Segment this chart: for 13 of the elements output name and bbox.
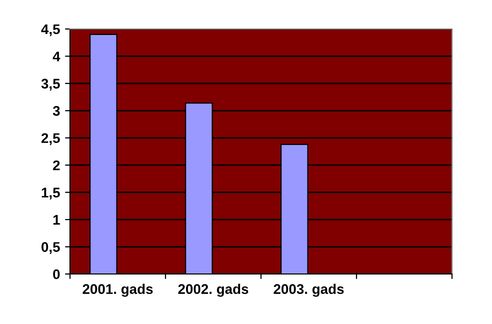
x-tick-label: 2003. gads <box>274 284 344 297</box>
x-tick-label: 2002. gads <box>178 284 248 297</box>
y-tick-label: 1,5 <box>42 188 60 200</box>
y-tick-label: 2 <box>53 160 60 170</box>
y-tick-label: 1 <box>53 215 60 225</box>
y-tick-label: 4,5 <box>41 24 60 36</box>
y-tick-label: 4 <box>52 52 60 62</box>
y-tick-label: 0,5 <box>42 242 60 254</box>
x-tick-label: 2001. gads <box>82 284 153 297</box>
y-tick-label: 0 <box>53 269 60 280</box>
y-tick-label: 3 <box>52 106 60 116</box>
y-tick-label: 2,5 <box>41 133 60 146</box>
y-tick-label: 3,5 <box>41 78 60 91</box>
